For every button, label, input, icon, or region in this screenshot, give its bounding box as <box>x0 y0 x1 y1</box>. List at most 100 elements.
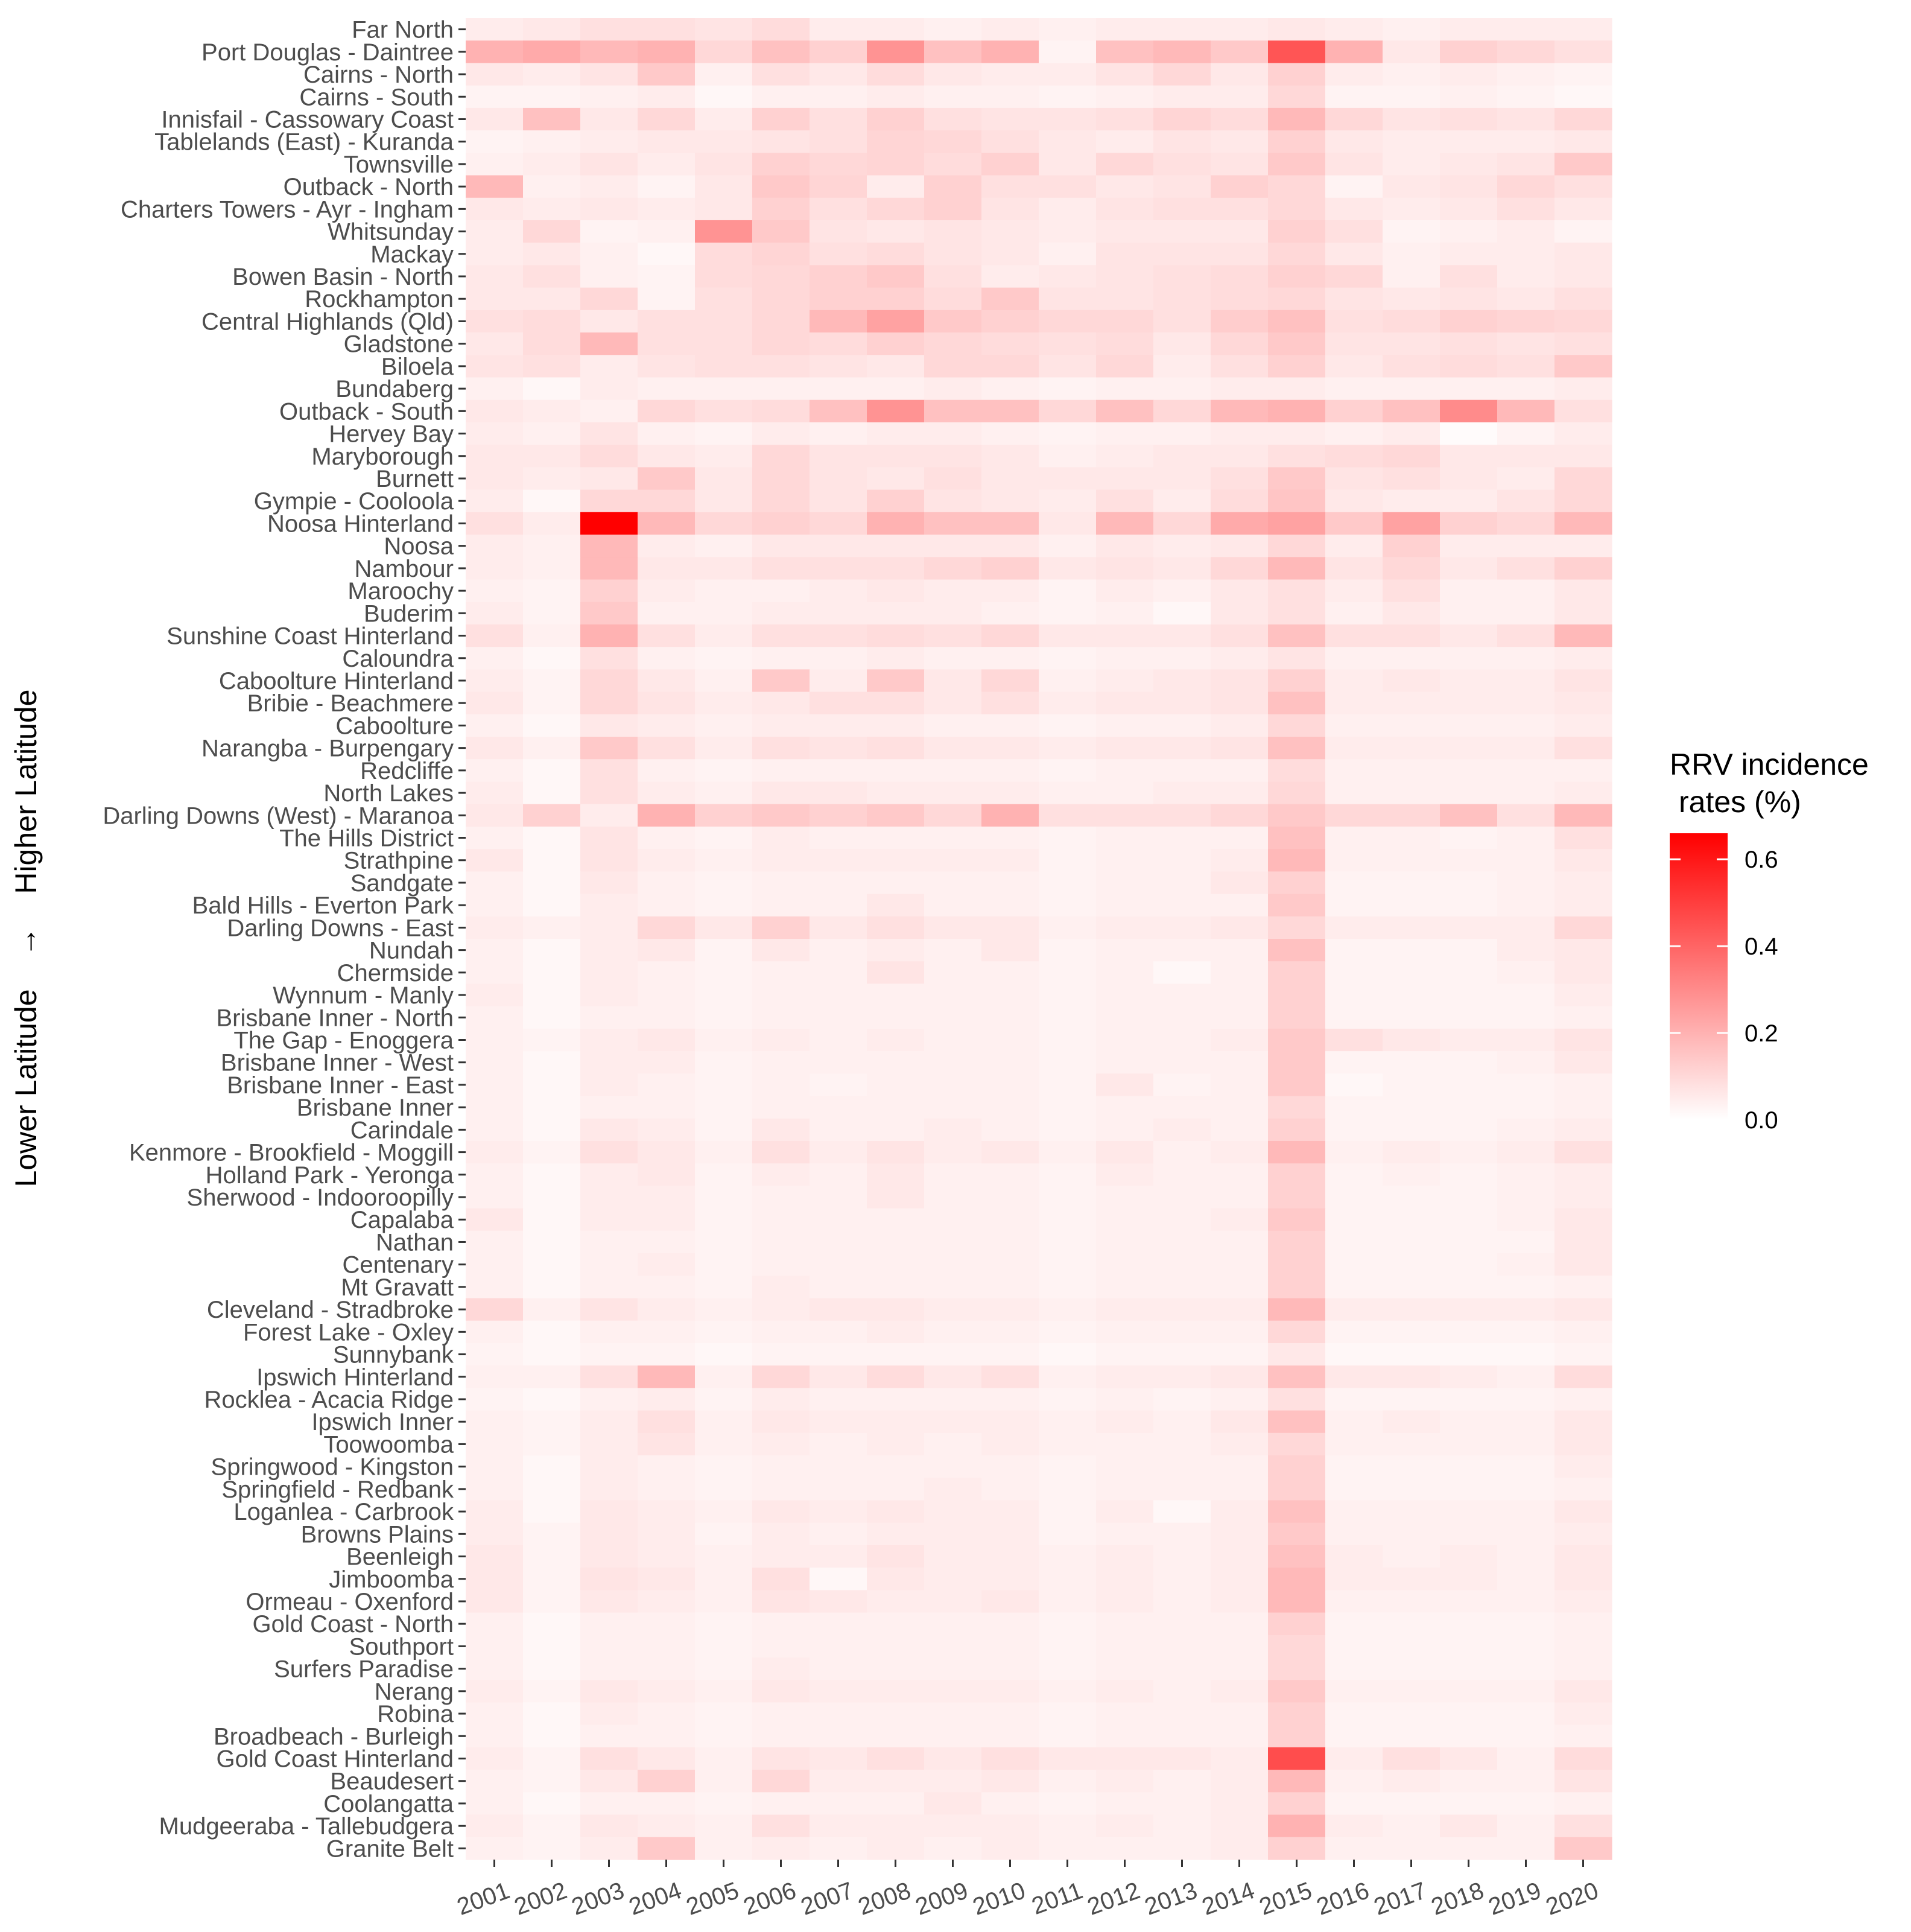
heatmap-cell <box>1325 1478 1383 1501</box>
heatmap-cell <box>1268 781 1326 805</box>
heatmap-cell <box>1153 1702 1211 1726</box>
heatmap-cell <box>981 602 1039 625</box>
heatmap-cell <box>810 1230 867 1254</box>
heatmap-cell <box>1153 355 1211 378</box>
heatmap-cell <box>1497 287 1555 311</box>
heatmap-cell <box>1383 1770 1440 1793</box>
heatmap-cell <box>1325 1388 1383 1411</box>
heatmap-cell <box>810 1073 867 1097</box>
heatmap-cell <box>1325 445 1383 468</box>
heatmap-cell <box>466 40 524 64</box>
heatmap-cell <box>523 871 581 895</box>
heatmap-cell <box>981 647 1039 670</box>
heatmap-cell <box>580 1006 638 1029</box>
heatmap-cell <box>523 310 581 333</box>
heatmap-cell <box>1153 535 1211 558</box>
y-tick-label: Maryborough <box>311 443 454 470</box>
heatmap-cell <box>1096 1320 1154 1344</box>
y-tick-label: Gladstone <box>344 331 454 358</box>
heatmap-cell <box>810 961 867 985</box>
heatmap-cell <box>580 1724 638 1748</box>
heatmap-cell <box>924 107 982 131</box>
heatmap-cell <box>1383 1365 1440 1388</box>
heatmap-cell <box>810 1500 867 1524</box>
legend-title-line1: RRV incidence <box>1670 748 1869 781</box>
heatmap-cell <box>752 1163 810 1187</box>
heatmap-cell <box>638 107 696 131</box>
heatmap-cell <box>523 1814 581 1838</box>
heatmap-cell <box>1440 1343 1498 1366</box>
heatmap-cell <box>752 1073 810 1097</box>
heatmap-cell <box>981 1500 1039 1524</box>
heatmap-cell <box>924 355 982 378</box>
heatmap-cell <box>924 826 982 850</box>
heatmap-cell <box>924 310 982 333</box>
legend-tick-label: 0.2 <box>1745 1020 1778 1047</box>
heatmap-cell <box>1096 826 1154 850</box>
heatmap-cell <box>523 759 581 783</box>
heatmap-cell <box>1096 849 1154 872</box>
heatmap-cell <box>1554 1702 1612 1726</box>
heatmap-cell <box>1153 1096 1211 1119</box>
heatmap-cell <box>695 1747 753 1770</box>
heatmap-cell <box>523 1455 581 1478</box>
heatmap-cell <box>752 130 810 153</box>
heatmap-cell <box>1497 1702 1555 1726</box>
heatmap-cell <box>1153 489 1211 513</box>
heatmap-cell <box>523 1522 581 1546</box>
heatmap-cell <box>1497 826 1555 850</box>
heatmap-cell <box>1096 1500 1154 1524</box>
heatmap-cell <box>1096 1208 1154 1231</box>
heatmap-cell <box>466 535 524 558</box>
heatmap-cell <box>1325 1186 1383 1209</box>
heatmap-cell <box>924 1096 982 1119</box>
heatmap-cell <box>1211 1186 1269 1209</box>
heatmap-cell <box>1211 916 1269 939</box>
heatmap-cell <box>1268 130 1326 153</box>
heatmap-cell <box>981 422 1039 445</box>
heatmap-cell <box>1497 85 1555 109</box>
heatmap-cell <box>1039 18 1097 41</box>
heatmap-cell <box>810 377 867 401</box>
heatmap-cell <box>1497 781 1555 805</box>
heatmap-cell <box>580 1478 638 1501</box>
heatmap-cell <box>867 153 925 176</box>
heatmap-cell <box>695 1478 753 1501</box>
heatmap-cell <box>752 759 810 783</box>
heatmap-cell <box>1497 1814 1555 1838</box>
heatmap-cell <box>466 939 524 962</box>
heatmap-cell <box>810 849 867 872</box>
heatmap-cell <box>1325 1276 1383 1299</box>
heatmap-cell <box>580 1388 638 1411</box>
heatmap-cell <box>580 602 638 625</box>
heatmap-cell <box>1440 220 1498 243</box>
heatmap-cell <box>1211 1724 1269 1748</box>
heatmap-cell <box>924 422 982 445</box>
heatmap-cell <box>1096 422 1154 445</box>
heatmap-cell <box>810 1343 867 1366</box>
heatmap-cell <box>1440 1006 1498 1029</box>
heatmap-cell <box>981 1590 1039 1613</box>
y-tick-label: Nambour <box>354 556 454 582</box>
heatmap-cell <box>752 1388 810 1411</box>
heatmap-cell <box>1383 107 1440 131</box>
heatmap-cell <box>1268 287 1326 311</box>
heatmap-cell <box>1325 1028 1383 1052</box>
heatmap-cell <box>1440 759 1498 783</box>
heatmap-cell <box>1554 961 1612 985</box>
heatmap-cell <box>638 1590 696 1613</box>
heatmap-cell <box>1497 1028 1555 1052</box>
heatmap-cell <box>1153 175 1211 199</box>
y-tick-label: Broadbeach - Burleigh <box>214 1723 454 1750</box>
heatmap-cell <box>1211 399 1269 423</box>
heatmap-cell <box>1039 467 1097 491</box>
y-tick-label: Toowoomba <box>323 1431 454 1458</box>
heatmap-cell <box>752 691 810 715</box>
heatmap-cell <box>981 1073 1039 1097</box>
heatmap-cell <box>1096 1163 1154 1187</box>
heatmap-cell <box>810 535 867 558</box>
heatmap-cell <box>638 512 696 535</box>
heatmap-cell <box>1096 535 1154 558</box>
heatmap-cell <box>981 804 1039 827</box>
heatmap-cell <box>1325 939 1383 962</box>
